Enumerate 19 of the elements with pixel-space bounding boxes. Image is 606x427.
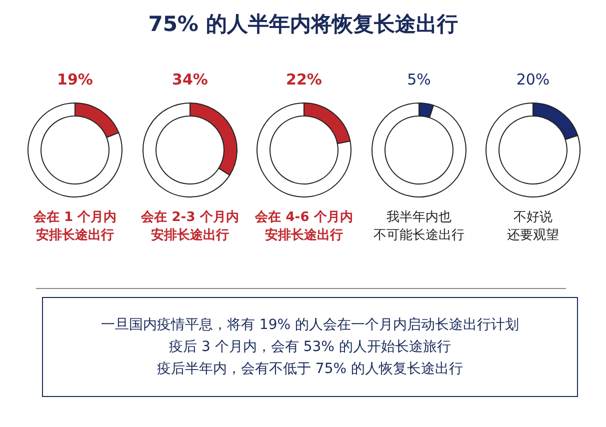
text: 安排长途出行 bbox=[36, 227, 114, 243]
text: 疫后 3 个月内，会有 53% 的人开始长途旅行 bbox=[169, 338, 451, 356]
data-label: 5% bbox=[406, 70, 430, 88]
text: 不可能长途出行 bbox=[373, 228, 464, 243]
text: 会在 1 个月内 bbox=[32, 210, 117, 225]
text: 75% 的人半年内将恢复长途出行 bbox=[148, 12, 458, 36]
data-label: 20% bbox=[516, 70, 550, 88]
text: 疫后半年内，会有不低于 75% 的人恢复长途出行 bbox=[156, 360, 464, 378]
text: 不好说 bbox=[514, 210, 552, 225]
text: 一旦国内疫情平息，将有 19% 的人会在一个月内启动长途出行计划 bbox=[100, 316, 520, 334]
text: 安排长途出行 bbox=[150, 227, 228, 243]
text: 安排长途出行 bbox=[265, 227, 343, 243]
text: 会在 4-6 个月内 bbox=[254, 210, 353, 225]
text: 会在 2-3 个月内 bbox=[140, 210, 238, 225]
text: 我半年内也 bbox=[386, 210, 451, 225]
text: 还要观望 bbox=[507, 228, 559, 243]
data-label: 22% bbox=[286, 70, 322, 88]
data-label: 19% bbox=[57, 70, 93, 88]
data-label: 34% bbox=[172, 70, 208, 88]
